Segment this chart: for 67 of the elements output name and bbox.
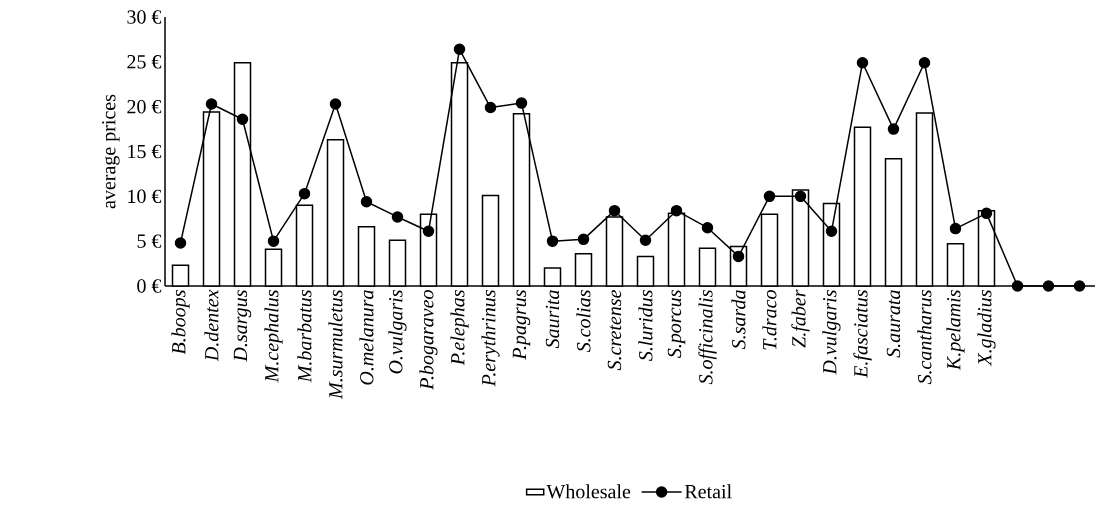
- point: [422, 225, 435, 238]
- x-tick-label: P.bogaraveo: [419, 290, 438, 390]
- point: [205, 98, 218, 110]
- point: [1042, 280, 1055, 292]
- x-tick-label: S.cantharus: [917, 290, 932, 385]
- x-tick-label: M.barbatus: [297, 290, 312, 383]
- point: [360, 195, 373, 208]
- x-tick-label: D.sargus: [233, 290, 252, 362]
- point: [1011, 280, 1024, 292]
- x-tick-label: S.cretense: [607, 289, 622, 371]
- x-tick-label: O.vulgaris: [388, 290, 407, 374]
- y-tick-label: 20 €: [127, 99, 162, 114]
- point: [701, 221, 714, 234]
- x-tick-label: Z.faber: [791, 289, 810, 348]
- x-tick-label: O.melanura: [359, 290, 374, 385]
- point: [453, 43, 466, 56]
- y-tick-label: 30 €: [127, 10, 162, 24]
- point: [949, 222, 962, 235]
- x-tick-label: X.gladius: [977, 290, 996, 367]
- x-tick-label: S.luridus: [638, 290, 653, 361]
- legend-label: Retail: [684, 484, 732, 499]
- point: [329, 98, 342, 110]
- y-tick-label: 25 €: [127, 55, 162, 69]
- x-tick-label: E.fasciatus: [853, 290, 872, 379]
- x-tick-label: S.colias: [576, 290, 591, 353]
- point: [670, 204, 683, 217]
- x-tick-label: K.pelamis: [946, 290, 965, 371]
- point: [980, 207, 993, 220]
- x-tick-label: D.dentex: [204, 289, 219, 362]
- x-tick-label: S.aurata: [886, 290, 901, 358]
- point: [856, 56, 869, 69]
- point: [267, 235, 280, 247]
- point: [825, 225, 838, 238]
- x-tick-label: S.sarda: [731, 290, 746, 350]
- y-axis-title: average prices: [102, 94, 120, 209]
- point: [887, 123, 900, 135]
- x-tick-label: P.elephas: [450, 290, 469, 366]
- point: [515, 97, 528, 109]
- x-tick-label: M.surmuletus: [328, 290, 343, 400]
- point: [639, 234, 652, 247]
- point: [608, 204, 621, 217]
- point: [484, 101, 497, 114]
- point: [794, 190, 807, 203]
- x-tick-label: D.vulgaris: [822, 290, 841, 375]
- point: [391, 211, 404, 223]
- point: [298, 187, 311, 200]
- y-tick-label: 10 €: [128, 189, 162, 204]
- point: [174, 237, 187, 249]
- point: [918, 56, 931, 69]
- x-tick-label: P.erythrinus: [481, 290, 500, 387]
- y-tick-label: 0 €: [137, 279, 162, 293]
- legend-label: Wholesale: [546, 484, 631, 499]
- x-tick-label: S.officinalis: [698, 290, 717, 385]
- point: [546, 235, 559, 247]
- point: [732, 250, 745, 263]
- x-tick-label: M.cephalus: [264, 290, 283, 383]
- x-tick-label: P.pagrus: [512, 290, 531, 360]
- x-tick-label: S.porcus: [667, 290, 686, 358]
- point: [763, 190, 776, 203]
- point: [577, 233, 590, 246]
- x-tick-label: T.draco: [762, 290, 777, 350]
- x-tick-label: B.boops: [171, 290, 190, 355]
- point: [1073, 280, 1086, 292]
- y-tick-label: 15 €: [128, 144, 162, 159]
- x-tick-label: Saurita: [545, 290, 560, 349]
- point: [236, 113, 249, 125]
- y-tick-label: 5 €: [137, 234, 162, 248]
